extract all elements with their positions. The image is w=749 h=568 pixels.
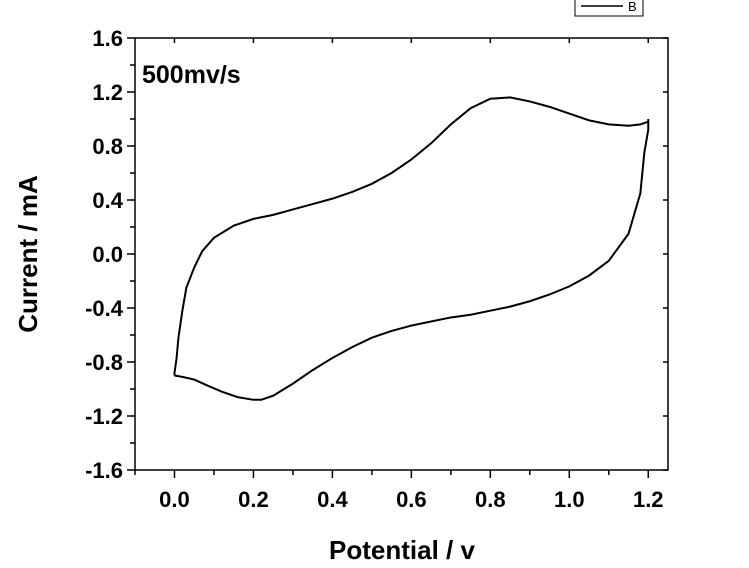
x-tick-label: 0.6	[396, 487, 427, 512]
y-tick-label: 0.4	[92, 188, 123, 213]
y-tick-label: 0.0	[92, 242, 123, 267]
plot-frame	[134, 37, 669, 471]
x-tick-label: 0.0	[159, 487, 190, 512]
y-tick-label: 1.6	[92, 26, 123, 51]
y-tick-label: 1.2	[92, 80, 123, 105]
axis-ticks	[127, 37, 668, 478]
legend-label-b: B	[628, 0, 637, 14]
y-tick-label: -1.6	[85, 458, 123, 483]
y-tick-label: -0.8	[85, 350, 123, 375]
axis-tick-labels: 0.0 0.2 0.4 0.6 0.8 1.0 1.2 1.6 1.2 0.8 0.4 0.0 -0.4…	[85, 26, 663, 512]
x-tick-label: 0.2	[238, 487, 269, 512]
x-axis-title: Potential / v	[329, 535, 475, 565]
legend: B	[574, 0, 644, 17]
y-tick-label: 0.8	[92, 134, 123, 159]
x-tick-label: 0.8	[475, 487, 506, 512]
y-tick-label: -0.4	[85, 296, 124, 321]
y-tick-label: -1.2	[85, 404, 123, 429]
scan-rate-annotation: 500mv/s	[142, 61, 241, 89]
x-tick-label: 1.0	[554, 487, 585, 512]
legend-box	[574, 0, 644, 17]
x-tick-label: 0.4	[317, 487, 348, 512]
y-axis-title: Current / mA	[13, 175, 43, 333]
series-line-b	[173, 96, 650, 401]
x-tick-label: 1.2	[633, 487, 664, 512]
